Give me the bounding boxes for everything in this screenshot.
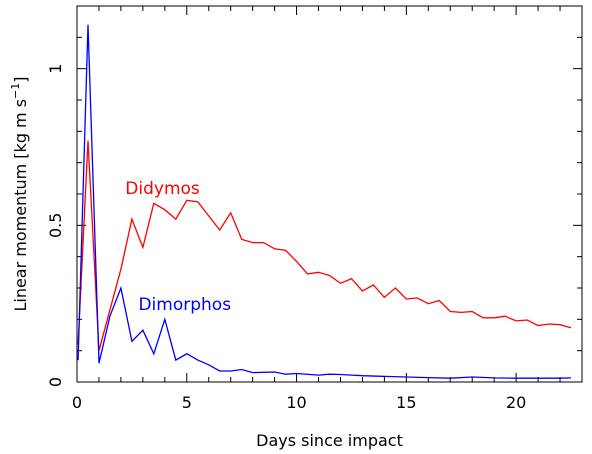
y-tick-label: 0 (46, 377, 65, 387)
series-label-didymos: Didymos (125, 179, 200, 199)
y-axis-label: Linear momentum [kg m s−1] (9, 76, 30, 311)
x-axis-ticks: 0 5 10 15 20 (72, 6, 583, 412)
x-tick-label: 15 (396, 393, 416, 412)
series-label-dimorphos: Dimorphos (138, 295, 231, 315)
x-axis-label: Days since impact (256, 431, 403, 450)
series-line-dimorphos (77, 24, 572, 379)
y-axis-label-superscript: −1 (9, 83, 22, 99)
series-label-layer: Didymos Dimorphos (125, 179, 231, 315)
x-tick-label: 0 (72, 393, 82, 412)
series-layer (77, 24, 572, 379)
y-axis-label-end: ] (11, 76, 30, 82)
x-tick-label: 10 (286, 393, 306, 412)
x-tick-label: 5 (182, 393, 192, 412)
y-axis-label-main: Linear momentum [kg m s (11, 99, 30, 312)
x-tick-label: 20 (506, 393, 526, 412)
y-tick-label: 1 (46, 64, 65, 74)
y-tick-label: 0.5 (46, 213, 65, 238)
series-line-didymos (77, 140, 572, 351)
